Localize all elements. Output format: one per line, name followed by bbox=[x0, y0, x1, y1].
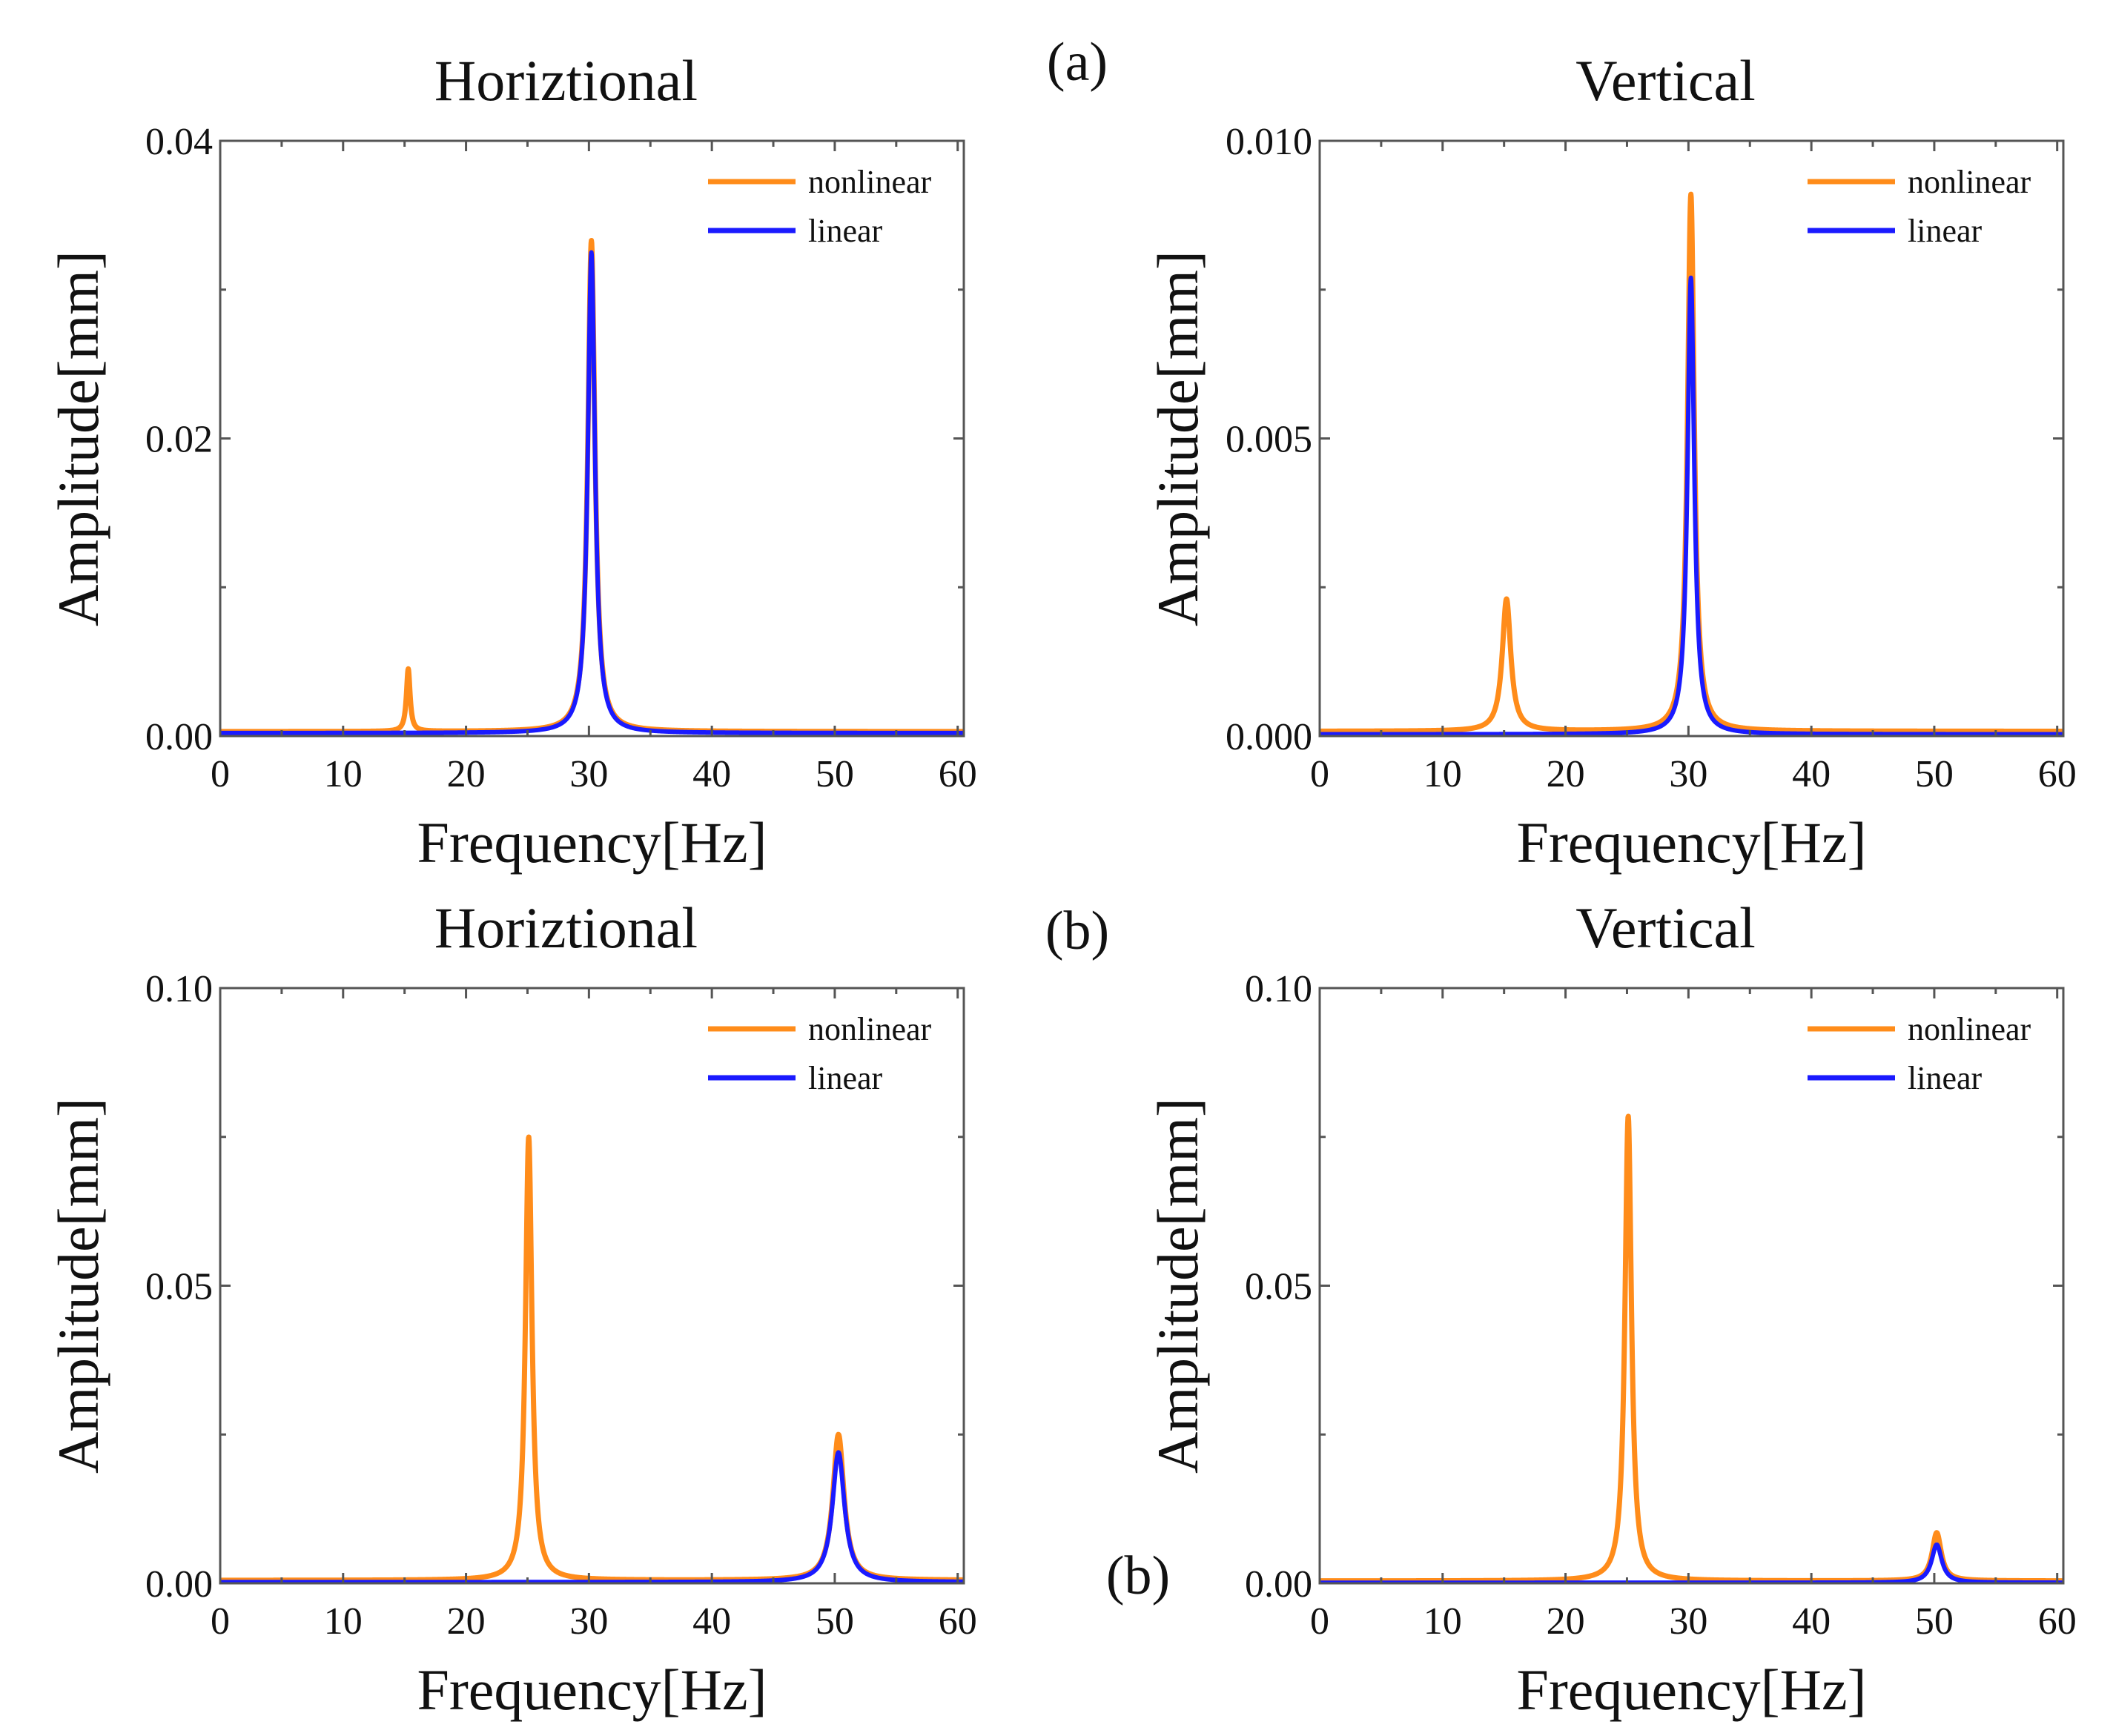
chart-panel-4: Vertical 0 10 20 30 40 50 60 0.00 0.05 0.10 Frequen… bbox=[1145, 895, 2077, 1722]
y-tick-label: 0.005 bbox=[1226, 419, 1312, 461]
x-tick-label: 10 bbox=[1423, 753, 1462, 795]
y-axis-label: Amplitude[mm] bbox=[1145, 1098, 1210, 1474]
chart-panel-2: Vertical 0 10 20 30 40 50 60 0.000 0.005 0.010 Freq… bbox=[1145, 48, 2077, 875]
legend-label-nonlinear: nonlinear bbox=[808, 1011, 932, 1047]
panel-label-a: (a) bbox=[1047, 32, 1108, 93]
x-tick-label: 60 bbox=[2038, 753, 2077, 795]
series-line-nonlinear bbox=[1320, 191, 2063, 734]
y-tick-label: 0.00 bbox=[145, 716, 213, 758]
x-tick-label: 0 bbox=[1310, 753, 1329, 795]
x-tick-label: 10 bbox=[324, 753, 363, 795]
x-tick-label: 20 bbox=[447, 1600, 486, 1643]
panel-label-b-secondary: (b) bbox=[1106, 1545, 1170, 1606]
x-tick-label: 0 bbox=[211, 753, 230, 795]
x-axis-label: Frequency[Hz] bbox=[417, 810, 767, 875]
legend-label-linear: linear bbox=[808, 213, 883, 249]
y-tick-label: 0.00 bbox=[145, 1563, 213, 1606]
series-line-nonlinear bbox=[220, 1134, 964, 1583]
series-line-nonlinear bbox=[1320, 1113, 2063, 1583]
x-tick-label: 50 bbox=[816, 753, 854, 795]
y-axis-label: Amplitude[mm] bbox=[46, 1098, 110, 1474]
legend-label-linear: linear bbox=[1908, 213, 1983, 249]
x-tick-label: 40 bbox=[692, 753, 731, 795]
y-tick-label: 0.00 bbox=[1245, 1563, 1312, 1606]
x-tick-label: 20 bbox=[1547, 1600, 1585, 1643]
legend-label-nonlinear: nonlinear bbox=[808, 164, 932, 200]
x-tick-label: 30 bbox=[569, 1600, 608, 1643]
y-tick-label: 0.05 bbox=[145, 1266, 213, 1308]
chart-title: Horiztional bbox=[434, 48, 698, 113]
y-tick-label: 0.04 bbox=[145, 121, 213, 163]
y-tick-label: 0.05 bbox=[1245, 1266, 1312, 1308]
x-tick-label: 0 bbox=[211, 1600, 230, 1643]
x-tick-label: 20 bbox=[447, 753, 486, 795]
x-tick-label: 40 bbox=[1792, 1600, 1831, 1643]
x-tick-label: 10 bbox=[324, 1600, 363, 1643]
legend-label-linear: linear bbox=[808, 1060, 883, 1096]
x-tick-label: 60 bbox=[939, 1600, 977, 1643]
y-tick-label: 0.10 bbox=[1245, 968, 1312, 1010]
y-tick-label: 0.010 bbox=[1226, 121, 1312, 163]
chart-title: Vertical bbox=[1575, 48, 1756, 113]
x-tick-label: 0 bbox=[1310, 1600, 1329, 1643]
series-line-linear bbox=[220, 250, 964, 735]
legend-label-linear: linear bbox=[1908, 1060, 1983, 1096]
y-tick-label: 0.000 bbox=[1226, 716, 1312, 758]
x-tick-label: 50 bbox=[1915, 1600, 1954, 1643]
x-tick-label: 60 bbox=[2038, 1600, 2077, 1643]
series-line-linear bbox=[220, 1450, 964, 1583]
series-line-linear bbox=[1320, 275, 2063, 736]
chart-panel-1: Horiztional 0 10 20 30 40 50 60 0.00 0.02 0.04 Freq… bbox=[46, 48, 977, 875]
x-tick-label: 50 bbox=[816, 1600, 854, 1643]
x-tick-label: 30 bbox=[569, 753, 608, 795]
x-tick-label: 20 bbox=[1547, 753, 1585, 795]
chart-title: Horiztional bbox=[434, 895, 698, 960]
y-axis-label: Amplitude[mm] bbox=[1145, 251, 1210, 626]
y-axis-label: Amplitude[mm] bbox=[46, 251, 110, 626]
x-tick-label: 40 bbox=[1792, 753, 1831, 795]
x-tick-label: 60 bbox=[939, 753, 977, 795]
x-axis-label: Frequency[Hz] bbox=[417, 1657, 767, 1722]
y-tick-label: 0.10 bbox=[145, 968, 213, 1010]
legend-label-nonlinear: nonlinear bbox=[1908, 164, 2031, 200]
x-tick-label: 40 bbox=[692, 1600, 731, 1643]
x-tick-label: 50 bbox=[1915, 753, 1954, 795]
x-axis-label: Frequency[Hz] bbox=[1516, 810, 1866, 875]
x-axis-label: Frequency[Hz] bbox=[1516, 1657, 1866, 1722]
x-tick-label: 30 bbox=[1669, 1600, 1707, 1643]
panel-label-b: (b) bbox=[1045, 901, 1109, 961]
chart-panel-3: Horiztional 0 10 20 30 40 50 60 0.00 0.05 0.10 Freq… bbox=[46, 895, 977, 1722]
chart-title: Vertical bbox=[1575, 895, 1756, 960]
x-tick-label: 30 bbox=[1669, 753, 1707, 795]
legend-label-nonlinear: nonlinear bbox=[1908, 1011, 2031, 1047]
x-tick-label: 10 bbox=[1423, 1600, 1462, 1643]
y-tick-label: 0.02 bbox=[145, 419, 213, 461]
